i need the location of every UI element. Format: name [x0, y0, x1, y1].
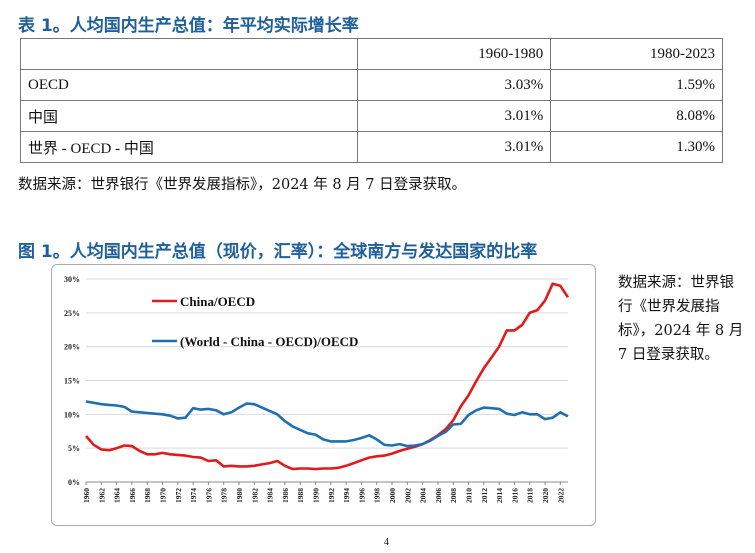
x-tick-label: 1986: [281, 488, 290, 503]
y-tick-label: 25%: [64, 309, 80, 318]
table-header-row: 1960-1980 1980-2023: [19, 38, 723, 70]
x-tick-label: 1992: [327, 488, 336, 503]
table-title: 表 1。人均国内生产总值：年平均实际增长率: [18, 16, 359, 36]
x-tick-label: 1980: [235, 488, 244, 503]
x-tick-label: 2006: [434, 488, 443, 503]
x-tick-label: 1960: [82, 488, 91, 503]
table-row: OECD 3.03% 1.59%: [19, 69, 723, 101]
figure-title: 图 1。人均国内生产总值（现价，汇率）：全球南方与发达国家的比率: [18, 242, 538, 262]
line-chart: 0% 5% 10% 15% 20% 25% 30% 1960 1962 1964 1966 1968 1…: [64, 275, 570, 503]
y-tick-label: 0%: [68, 478, 80, 487]
header-cell-blank: [19, 38, 359, 70]
table-source-note: 数据来源：世界银行《世界发展指标》，2024 年 8 月 7 日登录获取。: [18, 177, 467, 193]
x-tick-label: 2002: [403, 488, 412, 503]
x-tick-label: 2008: [449, 488, 458, 503]
x-tick-label: 1966: [128, 488, 137, 503]
table-row: 世界 - OECD - 中国 3.01% 1.30%: [19, 131, 723, 163]
y-tick-label: 5%: [68, 444, 80, 453]
x-tick-label: 1988: [296, 488, 305, 503]
row-label: OECD: [19, 69, 359, 101]
legend-label: (World - China - OECD)/OECD: [180, 334, 358, 349]
x-tick-label: 1976: [204, 488, 213, 503]
x-tick-label: 2012: [480, 488, 489, 503]
x-tick-label: 1984: [266, 488, 275, 503]
cell-value: 8.08%: [550, 100, 723, 132]
x-tick-label: 1982: [250, 488, 259, 503]
row-label: 中国: [19, 100, 359, 132]
x-tick-label: 1962: [97, 488, 106, 503]
x-tick-label: 2000: [388, 488, 397, 503]
cell-value: 1.30%: [550, 131, 723, 163]
chart-frame: 0% 5% 10% 15% 20% 25% 30% 1960 1962 1964 1966 1968 1…: [51, 264, 596, 526]
x-tick-label: 1994: [342, 488, 351, 503]
header-cell-period-1: 1960-1980: [357, 38, 552, 70]
x-tick-label: 2018: [526, 488, 535, 503]
row-label: 世界 - OECD - 中国: [19, 131, 359, 163]
y-tick-label: 15%: [64, 377, 80, 386]
growth-table: 1960-1980 1980-2023 OECD 3.03% 1.59% 中国 …: [19, 38, 723, 163]
y-tick-label: 30%: [64, 275, 80, 284]
series-line: [85, 282, 570, 471]
x-tick-label: 1990: [312, 488, 321, 503]
cell-value: 3.01%: [357, 131, 552, 163]
x-tick-label: 1998: [373, 488, 382, 503]
series-line: [85, 400, 569, 448]
legend-label: China/OECD: [180, 294, 255, 309]
x-tick-label: 1974: [189, 488, 198, 503]
x-tick-label: 1964: [113, 488, 122, 503]
cell-value: 3.03%: [357, 69, 552, 101]
x-tick-label: 1968: [143, 488, 152, 503]
cell-value: 1.59%: [550, 69, 723, 101]
header-cell-period-2: 1980-2023: [550, 38, 723, 70]
x-tick-label: 2020: [541, 488, 550, 503]
x-tick-label: 2016: [510, 488, 519, 503]
x-tick-label: 1978: [220, 488, 229, 503]
x-tick-label: 2014: [495, 488, 504, 503]
x-tick-label: 1996: [357, 488, 366, 503]
cell-value: 3.01%: [357, 100, 552, 132]
y-tick-label: 20%: [64, 343, 80, 352]
table-row: 中国 3.01% 8.08%: [19, 100, 723, 132]
x-tick-label: 1972: [174, 488, 183, 503]
y-tick-label: 10%: [64, 410, 80, 419]
x-tick-label: 2022: [556, 488, 565, 503]
x-tick-label: 1970: [159, 488, 168, 503]
x-tick-label: 2004: [419, 488, 428, 503]
figure-source-note: 数据来源：世界银行《世界发展指标》，2024 年 8 月 7 日登录获取。: [618, 275, 744, 363]
page-number: 4: [384, 537, 389, 548]
x-tick-label: 2010: [465, 488, 474, 503]
